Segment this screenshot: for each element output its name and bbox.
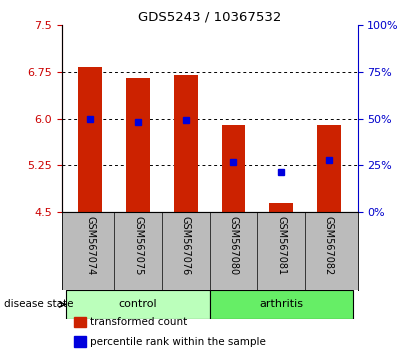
Bar xyxy=(126,78,150,212)
Text: disease state: disease state xyxy=(4,299,74,309)
Text: GSM567081: GSM567081 xyxy=(276,216,286,275)
Text: arthritis: arthritis xyxy=(259,299,303,309)
Text: transformed count: transformed count xyxy=(90,317,188,327)
Text: GSM567075: GSM567075 xyxy=(133,216,143,276)
Text: percentile rank within the sample: percentile rank within the sample xyxy=(90,337,266,347)
Bar xyxy=(67,290,210,319)
Bar xyxy=(210,290,353,319)
Text: GSM567076: GSM567076 xyxy=(181,216,191,275)
Text: GSM567082: GSM567082 xyxy=(324,216,334,275)
Bar xyxy=(317,125,341,212)
Title: GDS5243 / 10367532: GDS5243 / 10367532 xyxy=(138,11,281,24)
Text: GSM567080: GSM567080 xyxy=(229,216,238,275)
Bar xyxy=(174,75,198,212)
Bar xyxy=(269,203,293,212)
Bar xyxy=(222,125,245,212)
Bar xyxy=(79,67,102,212)
Text: control: control xyxy=(119,299,157,309)
Text: GSM567074: GSM567074 xyxy=(85,216,95,275)
